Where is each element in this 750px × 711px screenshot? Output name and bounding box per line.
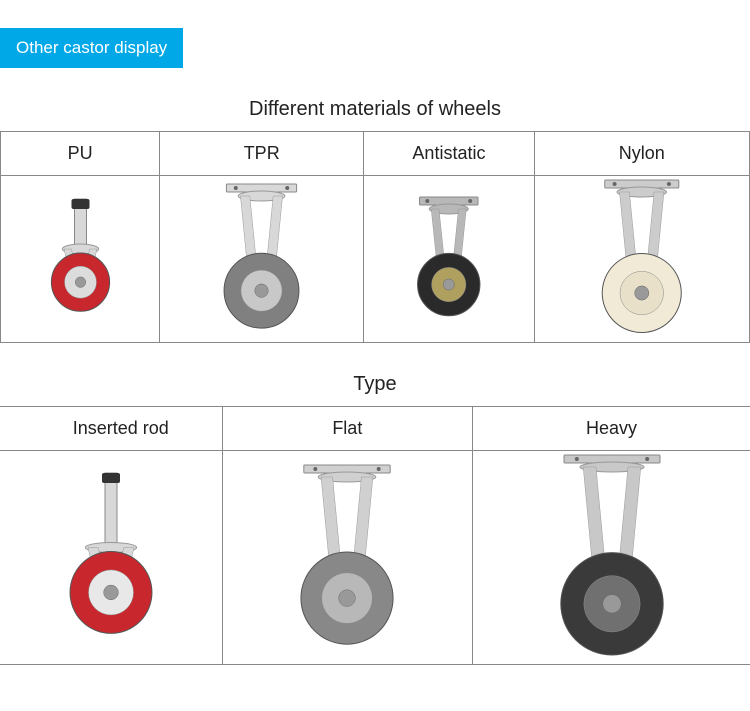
cell-flat <box>222 450 473 664</box>
cell-pu <box>1 176 160 343</box>
col-header-heavy: Heavy <box>473 406 750 450</box>
col-header-tpr: TPR <box>160 132 364 176</box>
col-header-inserted-rod: Inserted rod <box>0 406 222 450</box>
section-title-type: Type <box>0 373 750 396</box>
cell-antistatic <box>364 176 534 343</box>
header-band: Other castor display <box>0 28 183 68</box>
cell-tpr <box>160 176 364 343</box>
caster-icon-flat <box>275 461 419 653</box>
cell-heavy <box>473 450 750 664</box>
col-header-nylon: Nylon <box>534 132 749 176</box>
caster-icon-pu <box>35 197 126 320</box>
col-header-antistatic: Antistatic <box>364 132 534 176</box>
caster-icon-inserted-rod <box>47 471 175 642</box>
col-header-pu: PU <box>1 132 160 176</box>
caster-icon-antistatic <box>400 193 498 325</box>
types-header-row: Inserted rod Flat Heavy <box>0 406 750 450</box>
types-table: Inserted rod Flat Heavy <box>0 406 750 665</box>
materials-table: PU TPR Antistatic Nylon <box>0 131 750 343</box>
section-title-materials: Different materials of wheels <box>0 98 750 121</box>
caster-icon-nylon <box>580 176 704 342</box>
materials-image-row <box>1 176 750 343</box>
materials-header-row: PU TPR Antistatic Nylon <box>1 132 750 176</box>
caster-icon-tpr <box>203 180 320 337</box>
types-image-row <box>0 450 750 664</box>
caster-icon-heavy <box>532 451 692 664</box>
cell-nylon <box>534 176 749 343</box>
cell-inserted-rod <box>0 450 222 664</box>
col-header-flat: Flat <box>222 406 473 450</box>
